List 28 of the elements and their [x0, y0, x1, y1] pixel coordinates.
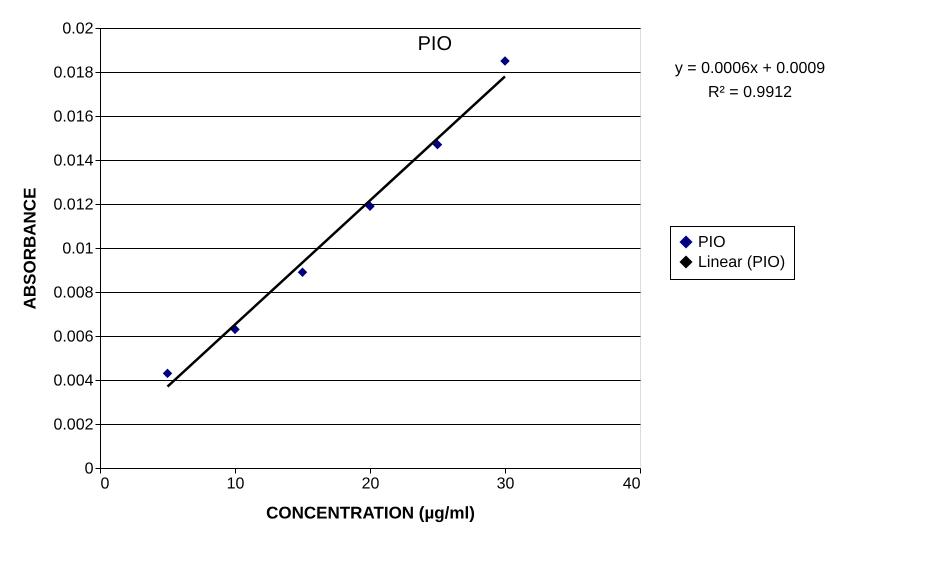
y-tick-label: 0.02 — [62, 20, 94, 38]
text: y = 0.0006x + 0.0009 — [674, 60, 826, 77]
y-axis-title: ABSORBANCE — [20, 188, 40, 310]
text: R² = 0.9912 — [708, 84, 792, 101]
legend-label: PIO — [698, 234, 726, 251]
chart-title: PIO — [418, 33, 452, 55]
legend-label: Linear (PIO) — [698, 254, 786, 271]
point — [162, 368, 172, 378]
x-tick-label: 10 — [226, 476, 244, 492]
y-tick-label: 0.002 — [53, 416, 94, 434]
y-tick-label: 0.018 — [53, 64, 94, 82]
x-tick-label: 30 — [496, 476, 514, 492]
y-tick-label: 0.012 — [53, 196, 94, 214]
point — [500, 56, 510, 66]
y-tick-label: 0.01 — [62, 240, 94, 258]
point — [298, 267, 308, 277]
x-tick-label: 20 — [362, 476, 380, 492]
point — [432, 140, 442, 150]
y-tick-label: 0.014 — [53, 152, 94, 170]
x-tick-label: 40 — [622, 476, 641, 492]
y-tick-label: 0.006 — [53, 328, 94, 346]
y-tick-label: 0.016 — [53, 108, 94, 126]
x-tick-label: 0 — [100, 476, 110, 492]
point — [365, 201, 375, 211]
y-tick-label: 0 — [84, 460, 94, 478]
y-tick-label: 0.008 — [53, 284, 94, 302]
y-tick-label: 0.004 — [53, 372, 94, 390]
x-axis-title: CONCENTRATION (µg/ml) — [266, 504, 475, 522]
